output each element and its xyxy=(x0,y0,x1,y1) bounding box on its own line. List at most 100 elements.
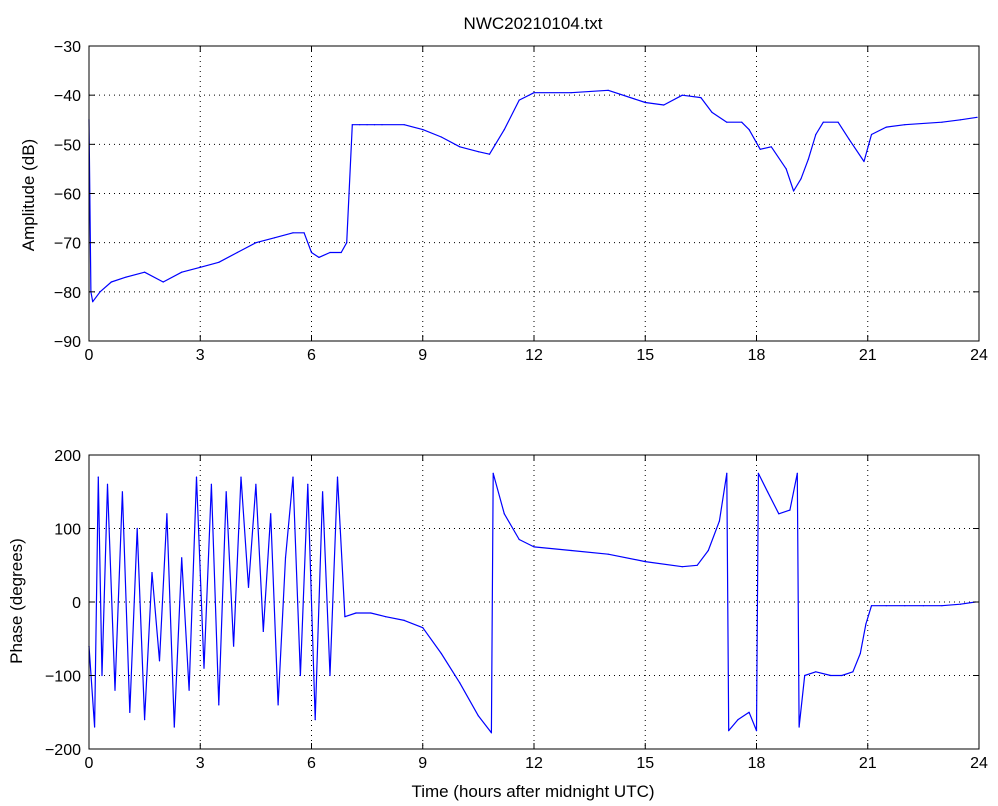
amplitude-data-point xyxy=(381,124,383,126)
amplitude-x-tick-label: 21 xyxy=(859,347,877,364)
phase-data-point xyxy=(370,612,372,614)
phase-data-point xyxy=(607,553,609,555)
phase-data-point xyxy=(314,719,316,721)
phase-y-tick-label: 200 xyxy=(54,448,81,465)
amplitude-data-point xyxy=(870,133,873,136)
phase-data-point xyxy=(570,549,572,552)
phase-data-point xyxy=(322,491,324,493)
amplitude-data-point xyxy=(848,138,850,140)
amplitude-y-tick-label: −90 xyxy=(54,334,81,351)
amplitude-series-group xyxy=(88,89,978,303)
phase-data-point xyxy=(440,652,442,655)
phase-data-point xyxy=(151,572,153,574)
amplitude-x-tick-label: 15 xyxy=(636,347,654,364)
amplitude-data-point xyxy=(292,232,294,234)
amplitude-ticks: 0 3 6 9 12 15 18 21 24 −90 −80 −70 −60 −50 −40 −30 xyxy=(54,39,988,364)
amplitude-y-tick-label: −30 xyxy=(54,39,81,56)
chart-title: NWC20210104.txt xyxy=(464,14,603,33)
phase-data-point xyxy=(225,491,227,493)
amplitude-data-point xyxy=(904,124,906,126)
phase-data-point xyxy=(158,660,161,662)
amplitude-data-point xyxy=(359,124,361,126)
amplitude-data-point xyxy=(346,242,348,244)
amplitude-data-point xyxy=(885,126,887,128)
phase-x-tick-label: 24 xyxy=(970,755,988,772)
phase-data-point xyxy=(255,483,257,485)
phase-data-point xyxy=(726,472,728,474)
phase-data-point xyxy=(789,509,791,511)
phase-data-point xyxy=(166,513,168,515)
amplitude-data-point xyxy=(759,148,761,150)
phase-data-point xyxy=(114,689,116,691)
amplitude-data-point xyxy=(837,121,839,123)
phase-data-point xyxy=(106,483,109,485)
phase-x-tick-label: 18 xyxy=(748,755,766,772)
phase-data-point xyxy=(865,623,867,625)
phase-data-point xyxy=(129,711,131,713)
amplitude-x-tick-label: 12 xyxy=(525,347,543,364)
amplitude-data-point xyxy=(793,190,795,192)
phase-ticks: 0 3 6 9 12 15 18 21 24 −200 −100 0 100 200 xyxy=(45,448,988,772)
phase-data-point xyxy=(728,730,730,732)
amplitude-data-point xyxy=(144,271,146,273)
amplitude-data-point xyxy=(711,111,713,113)
phase-data-point xyxy=(218,704,220,706)
amplitude-y-axis-label: Amplitude (dB) xyxy=(19,139,38,251)
phase-data-point xyxy=(240,476,242,478)
phase-data-point xyxy=(644,561,646,563)
phase-data-point xyxy=(707,549,709,552)
phase-panel: 0 3 6 9 12 15 18 21 24 −200 −100 0 100 200 Phase (deg… xyxy=(7,448,988,801)
amplitude-data-point xyxy=(373,124,376,126)
phase-data-point xyxy=(403,619,405,622)
phase-data-point xyxy=(355,612,357,614)
phase-data-point xyxy=(101,674,103,677)
phase-data-point xyxy=(136,527,138,530)
phase-data-point xyxy=(870,605,873,607)
phase-y-tick-label: −200 xyxy=(45,742,81,759)
amplitude-data-point xyxy=(607,89,609,91)
phase-data-point xyxy=(121,491,123,493)
phase-data-point xyxy=(210,483,212,485)
amplitude-data-point xyxy=(800,178,802,180)
amplitude-data-point xyxy=(477,151,479,153)
phase-data-point xyxy=(94,726,96,728)
phase-data-point xyxy=(477,715,479,717)
amplitude-data-point xyxy=(644,101,646,104)
phase-x-tick-label: 6 xyxy=(307,755,316,772)
phase-x-tick-label: 0 xyxy=(85,755,94,772)
amplitude-data-point xyxy=(92,301,94,303)
phase-data-point xyxy=(292,476,294,478)
phase-data-point xyxy=(336,476,339,478)
phase-data-point xyxy=(941,605,943,607)
phase-data-point xyxy=(718,520,721,522)
phase-data-point xyxy=(329,674,331,677)
phase-data-point xyxy=(859,652,861,655)
amplitude-data-point xyxy=(741,121,743,123)
amplitude-data-point xyxy=(681,94,683,96)
phase-data-point xyxy=(262,630,264,633)
phase-y-tick-label: 0 xyxy=(72,595,81,612)
phase-data-point xyxy=(755,730,758,732)
phase-data-point xyxy=(422,627,424,629)
amplitude-y-tick-label: −50 xyxy=(54,137,81,154)
phase-series-line xyxy=(88,472,976,734)
phase-series-group xyxy=(88,472,976,734)
amplitude-data-point xyxy=(822,121,824,123)
phase-y-tick-label: 100 xyxy=(54,522,81,539)
phase-data-point xyxy=(696,564,698,566)
amplitude-x-tick-label: 3 xyxy=(196,347,205,364)
phase-data-point xyxy=(188,689,190,691)
phase-data-point xyxy=(492,472,494,474)
amplitude-data-point xyxy=(125,276,127,278)
phase-data-point xyxy=(796,472,798,474)
phase-data-point xyxy=(804,674,806,677)
phase-data-point xyxy=(181,557,183,559)
phase-data-point xyxy=(233,645,235,647)
amplitude-data-point xyxy=(273,237,275,239)
amplitude-data-point xyxy=(863,160,865,163)
amplitude-data-point xyxy=(310,251,313,254)
phase-data-point xyxy=(737,719,739,721)
amplitude-data-point xyxy=(162,281,164,283)
phase-data-point xyxy=(344,616,346,618)
